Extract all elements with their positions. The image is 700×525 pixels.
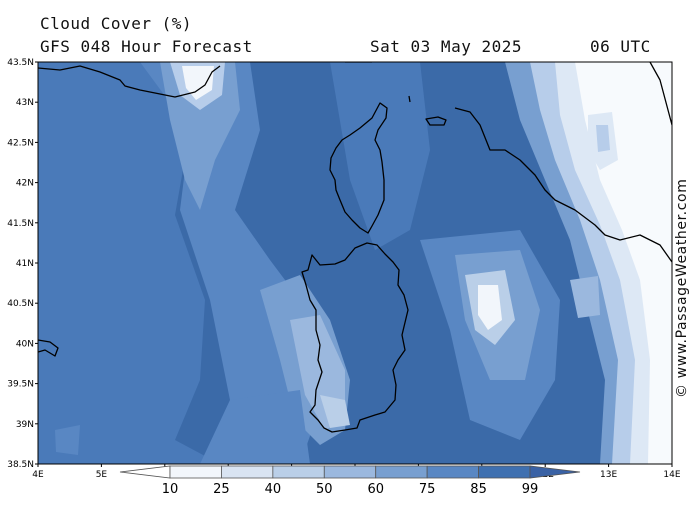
coast-italy-west xyxy=(454,107,672,263)
lat-tick-label: 38.5N xyxy=(7,460,34,470)
lat-tick-label: 39.5N xyxy=(7,380,34,390)
lat-tick-label: 41N xyxy=(16,259,34,269)
legend-label: 50 xyxy=(316,482,333,497)
cloud-patch-ligurian-clear xyxy=(182,66,214,100)
cloud-patch-southwest xyxy=(55,425,80,455)
legend-swatch xyxy=(169,465,222,479)
lat-tick-label: 41.5N xyxy=(7,219,34,229)
legend-label: 75 xyxy=(419,482,436,497)
lat-tick-label: 42N xyxy=(16,179,34,189)
chart-title: Cloud Cover (%) xyxy=(40,14,192,33)
legend-label: 99 xyxy=(522,482,539,497)
legend-swatch xyxy=(221,465,274,479)
island-capraia xyxy=(408,95,411,103)
color-legend: 10 25 40 50 60 75 85 99 xyxy=(119,465,581,497)
cloud-patch-ligurian xyxy=(160,62,240,210)
coastlines xyxy=(38,62,672,433)
legend-label: 40 xyxy=(265,482,282,497)
lon-tick-label: 14E xyxy=(663,470,680,480)
cloud-patch-east-light xyxy=(596,125,610,152)
lon-tick-label: 13E xyxy=(600,470,617,480)
cloud-band-corsica xyxy=(330,62,430,250)
coast-tunisia xyxy=(38,339,59,357)
coast-corsica xyxy=(329,102,388,234)
island-elba xyxy=(425,116,447,126)
legend-swatch xyxy=(323,465,377,479)
forecast-time: 06 UTC xyxy=(590,37,651,56)
legend-swatch xyxy=(478,465,531,479)
legend-label: 85 xyxy=(470,482,487,497)
lat-tick-label: 40N xyxy=(16,339,34,349)
coast-italy-heel xyxy=(649,62,672,126)
legend-swatch xyxy=(272,465,325,479)
lat-tick-label: 43.5N xyxy=(7,58,34,68)
legend-arrow-low xyxy=(119,465,171,479)
cloud-patch-calabria xyxy=(570,276,600,318)
cloud-band-west xyxy=(38,62,220,464)
legend-swatch xyxy=(426,465,479,479)
legend-swatch xyxy=(375,465,428,479)
forecast-date: Sat 03 May 2025 xyxy=(370,37,522,56)
latitude-axis: 43.5N 43N 42.5N 42N 41.5N 41N 40.5N 40N 39.5N 39N… xyxy=(7,58,38,470)
cloud-patch-sardinia-pale xyxy=(320,395,350,428)
cloud-patch-tyrrhenian-clear xyxy=(478,285,502,330)
lat-tick-label: 43N xyxy=(16,98,34,108)
cloud-field xyxy=(38,62,672,464)
lon-tick-label: 5E xyxy=(96,470,108,480)
legend-label: 25 xyxy=(213,482,230,497)
lat-tick-label: 39N xyxy=(16,420,34,430)
legend-arrow-high xyxy=(529,465,581,479)
forecast-subtitle: GFS 048 Hour Forecast xyxy=(40,37,253,56)
cloud-patch-south xyxy=(230,390,310,464)
legend-label: 60 xyxy=(367,482,384,497)
lat-tick-label: 42.5N xyxy=(7,138,34,148)
lat-tick-label: 40.5N xyxy=(7,299,34,309)
lon-tick-label: 4E xyxy=(32,470,44,480)
coast-sardinia xyxy=(301,242,409,433)
legend-label: 10 xyxy=(162,482,179,497)
coast-provence xyxy=(38,65,221,98)
